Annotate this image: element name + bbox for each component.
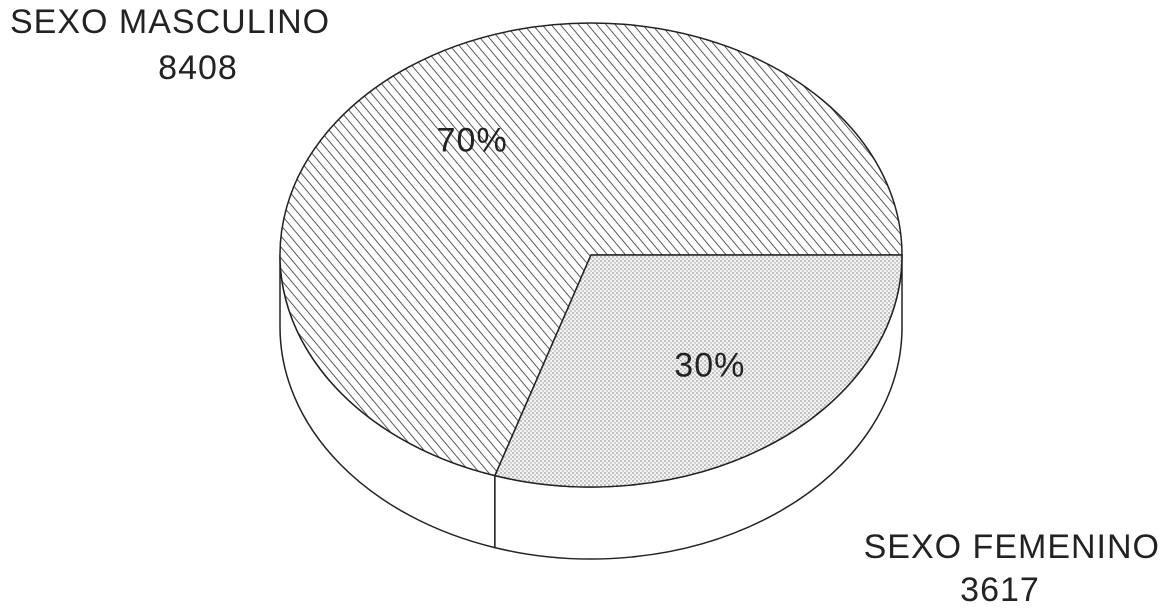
category-label: SEXO FEMENINO — [864, 528, 1160, 566]
value-label: 70% — [437, 121, 508, 159]
value-label: 30% — [674, 347, 745, 385]
count-label: 8408 — [158, 49, 238, 87]
count-label: 3617 — [960, 571, 1040, 609]
pie-slice — [493, 254, 903, 488]
pie — [279, 22, 903, 560]
category-label: SEXO MASCULINO — [10, 3, 330, 41]
pie-slice — [279, 22, 903, 477]
